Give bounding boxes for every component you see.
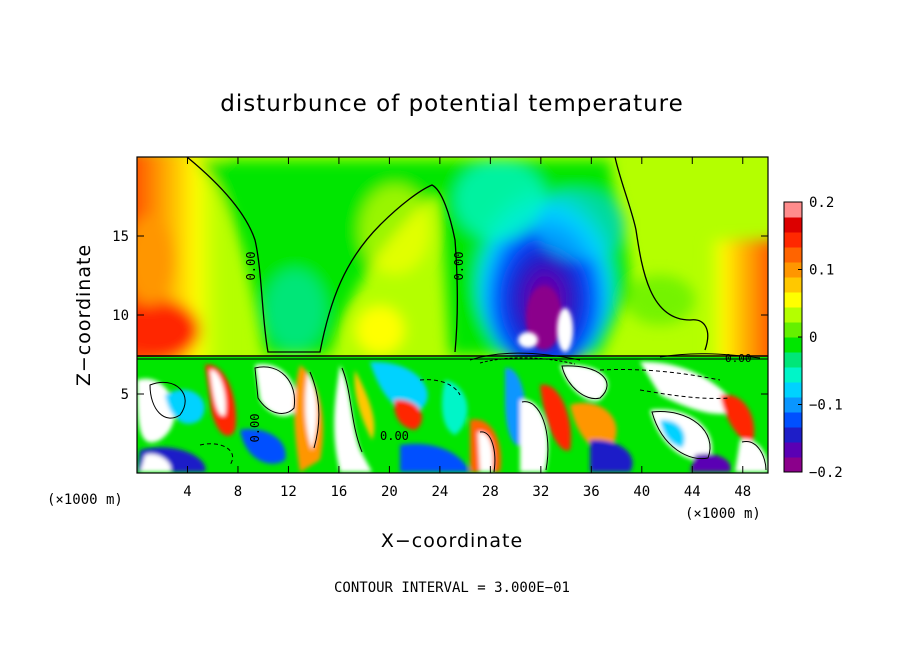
contour-label: 0.00	[244, 252, 258, 281]
colorbar-segment	[784, 307, 802, 323]
colorbar-tick-label: −0.1	[809, 398, 843, 414]
interface-contours	[137, 352, 768, 365]
lower-contours	[149, 365, 767, 473]
x-tick-label: 20	[381, 484, 398, 500]
colorbar-tick-label: 0.2	[809, 195, 834, 211]
y-tick-label: 10	[112, 308, 129, 324]
zero-contours	[186, 157, 709, 353]
colorbar-segment	[784, 277, 802, 293]
colorbar-segment	[784, 292, 802, 308]
colorbar-segment	[784, 262, 802, 278]
y-axis-ticks: 5 10 15	[112, 229, 768, 403]
colorbar-segment	[784, 247, 802, 263]
colorbar-segment	[784, 352, 802, 368]
contour-label: 0.00	[725, 352, 752, 365]
colorbar-segment	[784, 202, 802, 218]
contour-label: 0.00	[248, 414, 262, 443]
colorbar	[784, 202, 802, 473]
x-axis-ticks: 4 8 12 16 20 24 28 32 36 40 44 48	[183, 157, 751, 500]
x-tick-label: 48	[734, 484, 751, 500]
contour-label: 0.00	[380, 429, 409, 443]
x-tick-label: 4	[183, 484, 191, 500]
contour-interval-text: CONTOUR INTERVAL = 3.000E−01	[334, 580, 570, 596]
x-tick-label: 8	[234, 484, 242, 500]
x-tick-label: 16	[330, 484, 347, 500]
x-unit-label: (×1000 m)	[685, 506, 761, 522]
y-tick-label: 15	[112, 229, 129, 245]
x-axis-label: X−coordinate	[381, 530, 523, 552]
colorbar-segment	[784, 457, 802, 473]
x-tick-label: 24	[431, 484, 448, 500]
lower-field	[137, 357, 768, 473]
colorbar-segment	[784, 232, 802, 248]
colorbar-segment	[784, 322, 802, 338]
y-tick-label: 5	[121, 387, 129, 403]
colorbar-segment	[784, 382, 802, 398]
x-tick-label: 28	[482, 484, 499, 500]
colorbar-segment	[784, 217, 802, 233]
x-tick-label: 12	[280, 484, 297, 500]
chart-title: disturbunce of potential temperature	[220, 91, 684, 117]
contour-label-group: 0.00 0.00 0.00 0.00 0.00	[244, 252, 752, 443]
colorbar-tick-label: 0.1	[809, 263, 834, 279]
colorbar-segment	[784, 367, 802, 383]
x-tick-label: 40	[633, 484, 650, 500]
colorbar-segment	[784, 337, 802, 353]
colorbar-tick-label: 0	[809, 330, 817, 346]
x-tick-label: 32	[532, 484, 549, 500]
y-axis-label: Z−coordinate	[73, 244, 95, 386]
colorbar-ticks: 0.2 0.1 0 −0.1 −0.2	[798, 195, 843, 481]
x-tick-label: 44	[684, 484, 701, 500]
colorbar-segment	[784, 412, 802, 428]
colorbar-segment	[784, 442, 802, 458]
x-tick-label: 36	[583, 484, 600, 500]
upper-field	[137, 157, 768, 357]
colorbar-segment	[784, 427, 802, 443]
colorbar-segment	[784, 397, 802, 413]
contour-label: 0.00	[452, 252, 466, 281]
colorbar-tick-label: −0.2	[809, 465, 843, 481]
y-unit-label: (×1000 m)	[47, 492, 123, 508]
